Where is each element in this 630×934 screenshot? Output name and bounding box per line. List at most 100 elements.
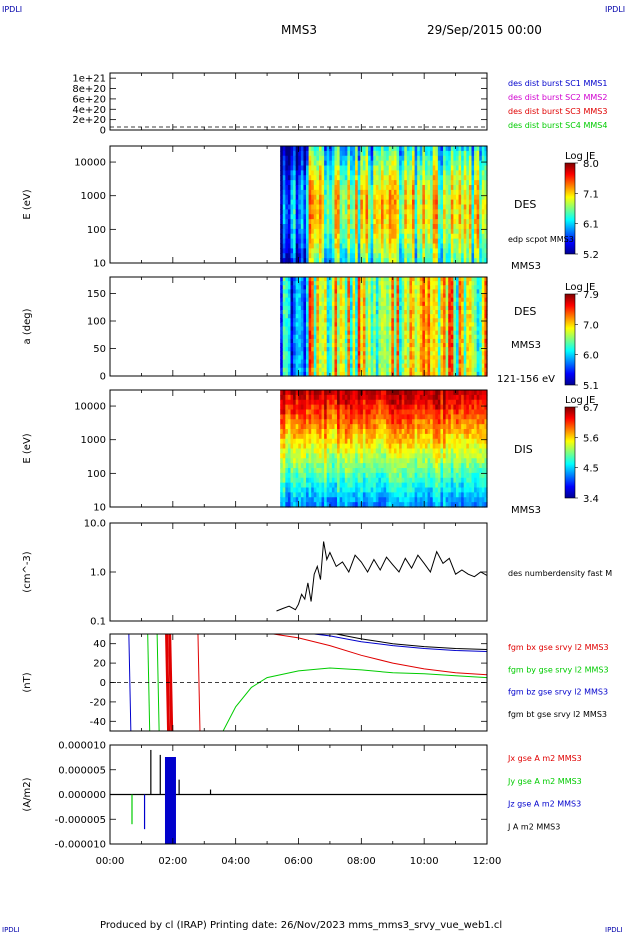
heat-cell xyxy=(285,189,289,196)
heat-cell xyxy=(344,258,348,264)
heat-cell xyxy=(355,414,359,420)
heat-cell xyxy=(287,433,292,440)
heat-cell xyxy=(375,297,380,303)
heat-cell xyxy=(334,165,338,171)
heat-cell xyxy=(318,238,323,245)
heat-cell xyxy=(443,238,447,245)
heat-cell xyxy=(463,289,467,295)
heat-cell xyxy=(313,285,317,290)
heat-cell xyxy=(326,322,330,328)
heat-cell xyxy=(300,502,305,508)
heat-cell xyxy=(430,224,434,230)
heat-cell xyxy=(481,175,486,181)
heat-cell xyxy=(293,472,297,479)
heat-cell xyxy=(412,347,416,352)
heat-cell xyxy=(448,219,452,225)
heat-cell xyxy=(342,443,346,450)
heat-cell xyxy=(339,310,343,315)
heat-cell xyxy=(316,209,320,215)
heat-cell xyxy=(334,419,338,425)
heat-cell xyxy=(378,293,382,299)
heat-cell xyxy=(476,233,480,240)
heat-cell xyxy=(308,326,312,332)
heat-cell xyxy=(303,351,307,356)
heat-cell xyxy=(443,318,447,323)
heat-cell xyxy=(318,146,323,152)
heat-cell xyxy=(461,175,465,181)
heat-cell xyxy=(445,330,449,336)
heat-cell xyxy=(479,199,483,206)
heat-cell xyxy=(334,355,338,361)
heat-cell xyxy=(401,228,405,235)
heat-cell xyxy=(466,248,470,254)
heat-cell xyxy=(432,351,436,356)
heat-cell xyxy=(285,492,289,498)
heat-cell xyxy=(370,224,374,230)
heat-cell xyxy=(360,243,364,249)
heat-cell xyxy=(324,363,328,369)
heat-cell xyxy=(375,433,380,440)
heat-cell xyxy=(450,285,454,290)
heat-cell xyxy=(326,170,330,176)
heat-cell xyxy=(455,301,460,307)
heat-cell xyxy=(453,248,457,254)
heat-cell xyxy=(476,359,480,365)
heat-cell xyxy=(344,355,348,361)
heat-cell xyxy=(412,150,416,157)
heat-cell xyxy=(422,281,426,286)
heat-cell xyxy=(360,492,364,498)
heat-cell xyxy=(419,351,423,356)
heat-cell xyxy=(453,351,457,356)
heat-cell xyxy=(417,204,421,210)
heat-cell xyxy=(399,314,403,319)
heat-cell xyxy=(321,363,325,369)
heat-cell xyxy=(471,199,475,206)
heat-cell xyxy=(306,146,310,152)
heat-cell xyxy=(349,390,354,396)
heat-cell xyxy=(306,482,310,489)
heat-cell xyxy=(404,150,408,157)
heat-cell xyxy=(326,185,330,191)
heat-cell xyxy=(453,150,457,157)
heat-cell xyxy=(381,330,385,336)
heat-cell xyxy=(424,363,429,369)
heat-cell xyxy=(406,351,411,356)
heat-cell xyxy=(293,297,297,303)
heat-cell xyxy=(344,318,348,323)
heat-cell xyxy=(424,258,429,264)
heat-cell xyxy=(468,189,473,196)
heat-cell xyxy=(450,194,454,201)
heat-cell xyxy=(347,399,351,406)
heat-cell xyxy=(360,433,364,440)
heat-cell xyxy=(295,233,299,240)
heat-cell xyxy=(373,238,377,245)
heat-cell xyxy=(360,458,364,464)
heat-cell xyxy=(391,189,395,196)
heat-cell xyxy=(308,338,312,344)
heat-cell xyxy=(409,165,413,171)
heat-cell xyxy=(373,351,377,356)
heat-cell xyxy=(287,338,292,344)
heat-cell xyxy=(401,351,405,356)
heat-cell xyxy=(300,293,305,299)
heat-cell xyxy=(458,180,462,186)
heat-cell xyxy=(334,243,338,249)
heat-cell xyxy=(393,155,398,162)
heat-cell xyxy=(285,334,289,340)
heat-cell xyxy=(282,419,286,425)
heat-cell xyxy=(298,419,302,425)
heat-cell xyxy=(298,281,302,286)
heat-cell xyxy=(378,347,382,352)
heat-cell xyxy=(427,318,431,323)
heat-cell xyxy=(365,248,369,254)
heat-cell xyxy=(298,155,302,162)
heat-cell xyxy=(347,165,351,171)
heat-cell xyxy=(313,424,317,430)
heat-cell xyxy=(360,318,364,323)
heat-cell xyxy=(393,318,398,323)
heat-cell xyxy=(326,334,330,340)
heat-cell xyxy=(375,155,380,162)
heat-cell xyxy=(455,165,460,171)
heat-cell xyxy=(280,219,284,225)
heat-cell xyxy=(468,293,473,299)
